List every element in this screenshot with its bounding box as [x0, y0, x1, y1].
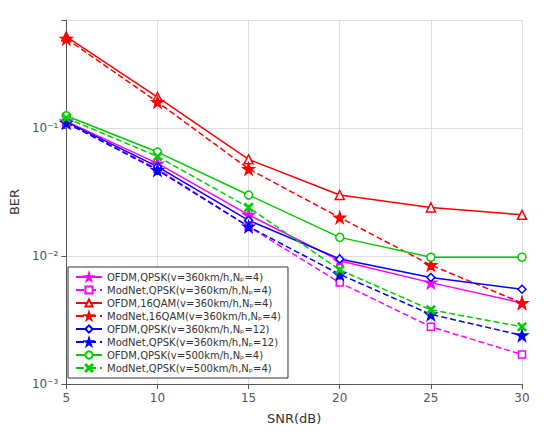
svg-text:OFDM,QPSK(v=500km/h,Nₚ=4): OFDM,QPSK(v=500km/h,Nₚ=4)	[107, 350, 263, 361]
svg-text:25: 25	[423, 391, 438, 405]
svg-text:ModNet,QPSK(v=360km/h,Nₚ=4): ModNet,QPSK(v=360km/h,Nₚ=4)	[107, 285, 272, 296]
svg-text:30: 30	[514, 391, 529, 405]
svg-text:OFDM,QPSK(v=360km/h,Nₚ=12): OFDM,QPSK(v=360km/h,Nₚ=12)	[107, 324, 270, 335]
svg-text:10⁻²: 10⁻²	[32, 249, 59, 263]
svg-text:5: 5	[62, 391, 70, 405]
svg-text:ModNet,16QAM(v=360km/h,Nₚ=4): ModNet,16QAM(v=360km/h,Nₚ=4)	[107, 311, 281, 322]
svg-text:10: 10	[150, 391, 165, 405]
svg-text:BER: BER	[7, 189, 22, 215]
svg-text:SNR(dB): SNR(dB)	[267, 411, 321, 426]
svg-text:OFDM,16QAM(v=360km/h,Nₚ=4): OFDM,16QAM(v=360km/h,Nₚ=4)	[107, 298, 272, 309]
svg-text:10⁻³: 10⁻³	[32, 377, 59, 391]
svg-text:15: 15	[241, 391, 256, 405]
svg-text:20: 20	[332, 391, 347, 405]
svg-text:ModNet,QPSK(v=360km/h,Nₚ=12): ModNet,QPSK(v=360km/h,Nₚ=12)	[107, 337, 278, 348]
svg-text:OFDM,QPSK(v=360km/h,Nₚ=4): OFDM,QPSK(v=360km/h,Nₚ=4)	[107, 272, 263, 283]
svg-text:ModNet,QPSK(v=500km/h,Nₚ=4): ModNet,QPSK(v=500km/h,Nₚ=4)	[107, 363, 272, 374]
svg-text:10⁻¹: 10⁻¹	[32, 121, 59, 135]
